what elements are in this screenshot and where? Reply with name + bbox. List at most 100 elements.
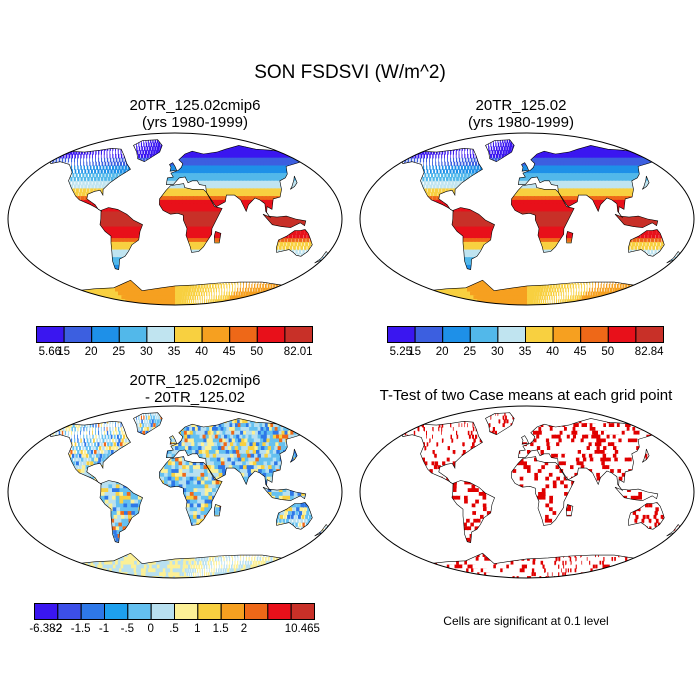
grid-cell	[266, 199, 271, 205]
grid-cell	[206, 165, 212, 170]
grid-cell	[187, 276, 191, 281]
grid-cell	[444, 150, 446, 155]
grid-cell	[261, 173, 267, 178]
grid-cell	[317, 169, 325, 174]
grid-cell	[316, 241, 319, 247]
grid-cell	[195, 261, 199, 266]
grid-cell	[612, 165, 619, 170]
grid-cell	[395, 158, 397, 162]
grid-cell	[204, 219, 209, 224]
grid-cell	[310, 203, 316, 209]
grid-cell	[218, 177, 224, 182]
grid-cell	[160, 211, 165, 216]
grid-cell	[189, 184, 194, 189]
grid-cell	[56, 253, 63, 258]
grid-cell	[262, 299, 269, 304]
grid-cell	[225, 272, 228, 277]
grid-cell	[104, 207, 109, 212]
grid-cell	[90, 188, 94, 193]
grid-cell	[314, 192, 321, 197]
grid-cell	[86, 150, 89, 155]
grid-cell	[194, 284, 198, 289]
grid-cell	[533, 165, 538, 170]
grid-cell	[81, 245, 88, 251]
grid-cell	[198, 264, 202, 270]
grid-cell	[160, 280, 165, 285]
grid-cell	[270, 234, 274, 239]
grid-cell	[43, 265, 50, 269]
grid-cell	[215, 261, 219, 266]
grid-cell	[237, 211, 243, 216]
grid-cell	[67, 226, 73, 231]
grid-cell	[212, 180, 218, 186]
grid-cell	[254, 276, 256, 281]
grid-cell	[178, 196, 183, 201]
grid-cell	[274, 173, 281, 178]
grid-cell	[30, 215, 34, 219]
grid-cell	[301, 268, 302, 274]
grid-cell	[410, 169, 412, 174]
grid-cell	[302, 199, 308, 205]
grid-cell	[248, 253, 252, 258]
grid-cell	[186, 226, 191, 231]
grid-cell	[126, 226, 132, 231]
grid-cell	[512, 154, 516, 159]
grid-cell	[328, 199, 330, 205]
grid-cell	[551, 142, 557, 147]
grid-cell	[187, 268, 192, 274]
grid-cell	[207, 268, 211, 274]
grid-cell	[204, 299, 206, 304]
grid-cell	[121, 261, 126, 266]
grid-cell	[326, 211, 330, 216]
grid-cell	[87, 253, 94, 258]
grid-cell	[152, 230, 158, 235]
grid-cell	[211, 142, 218, 147]
grid-cell	[434, 173, 437, 178]
grid-cell	[245, 249, 249, 254]
grid-cell	[115, 226, 121, 231]
grid-cell	[286, 150, 296, 155]
grid-cell	[444, 139, 449, 144]
grid-cell	[253, 299, 260, 304]
grid-cell	[423, 161, 424, 167]
grid-cell	[226, 180, 232, 186]
grid-cell	[190, 299, 193, 304]
grid-cell	[617, 139, 628, 144]
grid-cell	[161, 177, 166, 182]
grid-cell	[40, 276, 48, 280]
grid-cell	[199, 257, 203, 262]
grid-cell	[190, 161, 195, 167]
grid-cell	[156, 291, 161, 296]
grid-cell	[254, 139, 264, 144]
grid-cell	[67, 157, 70, 163]
grid-cell	[117, 177, 121, 182]
grid-cell	[197, 222, 202, 228]
grid-cell	[262, 169, 269, 174]
grid-cell	[89, 219, 94, 224]
grid-cell	[257, 180, 263, 186]
grid-cell	[148, 264, 153, 270]
grid-cell	[88, 196, 92, 201]
grid-cell	[294, 196, 300, 201]
grid-cell	[619, 139, 630, 144]
grid-cell	[89, 257, 95, 262]
grid-cell	[77, 161, 78, 167]
grid-cell	[280, 264, 283, 270]
grid-cell	[549, 169, 554, 174]
grid-cell	[247, 199, 253, 205]
grid-cell	[164, 287, 168, 293]
grid-cell	[165, 165, 170, 170]
grid-cell	[388, 166, 389, 170]
grid-cell	[161, 173, 166, 178]
grid-cell	[164, 146, 168, 151]
grid-cell	[199, 253, 204, 258]
grid-cell	[56, 215, 61, 220]
grid-cell	[558, 135, 564, 139]
grid-cell	[126, 154, 129, 159]
grid-cell	[568, 146, 574, 151]
grid-cell	[230, 211, 235, 216]
grid-cell	[137, 215, 143, 220]
grid-cell	[508, 165, 512, 170]
grid-cell	[67, 219, 72, 224]
grid-cell	[307, 173, 315, 178]
